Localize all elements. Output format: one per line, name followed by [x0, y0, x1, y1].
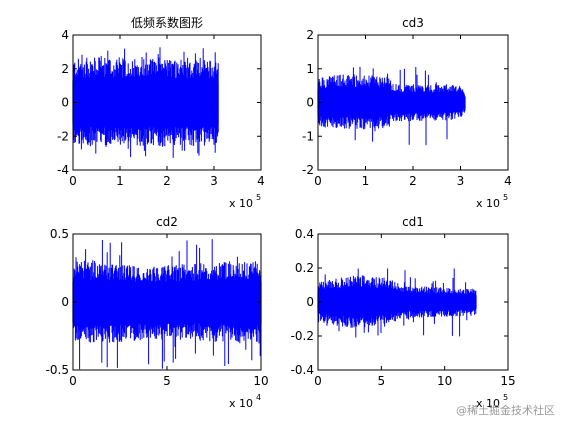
subplot-title: cd1 — [402, 215, 424, 229]
x-tick-label: 15 — [500, 374, 515, 388]
subplot-2: 0 1 2 3 4 -2 -1 0 1 2 cd3 x 10 5 — [302, 16, 512, 210]
x-tick-label: 0 — [69, 374, 77, 388]
x-tick-label: 3 — [457, 174, 465, 188]
y-tick-label: -2 — [57, 129, 69, 143]
x-axis-multiplier-exponent: 5 — [503, 393, 508, 402]
x-axis-multiplier: x 10 — [229, 197, 253, 210]
x-tick-label: 0 — [69, 174, 77, 188]
y-tick-label: 2 — [306, 28, 314, 42]
x-tick-label: 4 — [504, 174, 512, 188]
x-axis-multiplier-exponent: 5 — [503, 193, 508, 202]
x-tick-label: 1 — [116, 174, 124, 188]
y-tick-label: 0 — [61, 96, 69, 110]
x-tick-label: 5 — [163, 374, 171, 388]
y-tick-label: 4 — [61, 28, 69, 42]
x-axis-multiplier: x 10 — [476, 397, 500, 410]
y-tick-label: 1 — [306, 62, 314, 76]
x-tick-label: 2 — [163, 174, 171, 188]
y-tick-label: 0.5 — [50, 227, 69, 241]
y-tick-label: 0.2 — [295, 261, 314, 275]
subplot-title: cd2 — [156, 215, 178, 229]
x-axis-multiplier-exponent: 5 — [256, 193, 261, 202]
x-tick-label: 10 — [253, 374, 268, 388]
x-tick-label: 10 — [437, 374, 452, 388]
x-tick-label: 4 — [257, 174, 265, 188]
y-tick-label: -0.5 — [46, 363, 69, 377]
subplot-1: 0 1 2 3 4 -4 -2 0 2 4 低频系数图形 x 10 5 — [57, 15, 265, 210]
x-tick-label: 3 — [210, 174, 218, 188]
signal-core — [72, 78, 219, 126]
y-tick-label: -2 — [302, 163, 314, 177]
x-axis-multiplier-exponent: 4 — [256, 393, 261, 402]
watermark-text: @稀土掘金技术社区 — [456, 404, 555, 417]
y-tick-label: 0 — [61, 295, 69, 309]
y-tick-label: 2 — [61, 62, 69, 76]
y-tick-label: 0 — [306, 295, 314, 309]
y-tick-label: -0.4 — [291, 363, 314, 377]
y-tick-label: -4 — [57, 163, 69, 177]
y-tick-label: 0 — [306, 96, 314, 110]
x-axis-multiplier: x 10 — [476, 197, 500, 210]
x-tick-label: 2 — [409, 174, 417, 188]
signal-core — [72, 281, 262, 324]
y-tick-label: -1 — [302, 129, 314, 143]
x-tick-label: 0 — [314, 374, 322, 388]
y-tick-label: -0.2 — [291, 329, 314, 343]
x-tick-label: 1 — [362, 174, 370, 188]
subplot-title: cd3 — [402, 16, 424, 30]
x-axis-multiplier: x 10 — [229, 397, 253, 410]
x-tick-label: 5 — [378, 374, 386, 388]
y-tick-label: 0.4 — [295, 227, 314, 241]
x-tick-label: 0 — [314, 174, 322, 188]
subplot-title: 低频系数图形 — [131, 15, 203, 30]
